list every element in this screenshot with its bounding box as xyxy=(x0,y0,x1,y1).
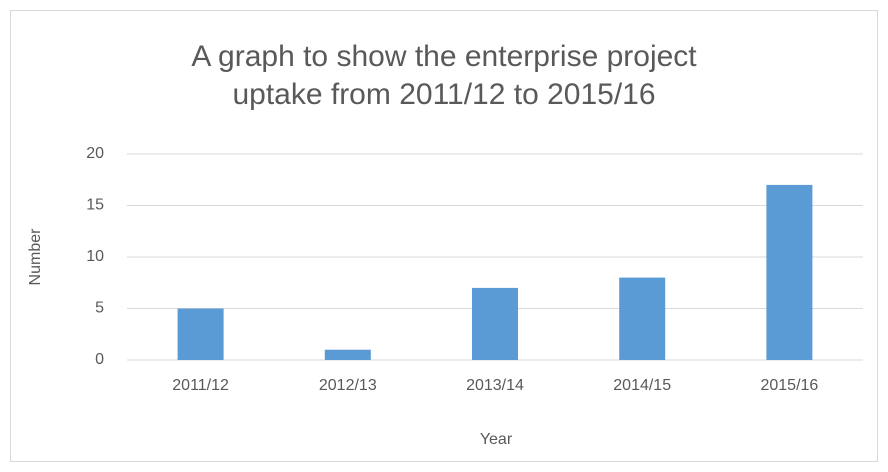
bar xyxy=(177,308,224,360)
bar xyxy=(619,277,666,360)
x-axis-label: Year xyxy=(480,431,513,448)
bar xyxy=(472,287,518,360)
y-tick-label: 20 xyxy=(86,145,104,162)
bar xyxy=(766,184,813,360)
y-tick-label: 5 xyxy=(95,300,104,317)
y-tick-label: 15 xyxy=(86,197,104,214)
y-tick-label: 10 xyxy=(86,248,104,265)
x-tick-label: 2015/16 xyxy=(760,377,818,394)
y-axis-label: Number xyxy=(27,228,44,286)
x-tick-label: 2012/13 xyxy=(319,377,377,394)
x-tick-label: 2011/12 xyxy=(172,377,229,394)
x-tick-label: 2014/15 xyxy=(613,377,671,394)
x-tick-label: 2013/14 xyxy=(466,377,524,394)
y-tick-label: 0 xyxy=(95,351,104,368)
bar xyxy=(324,349,371,360)
chart-border xyxy=(10,10,878,462)
chart-title: A graph to show the enterprise project u… xyxy=(191,40,697,111)
